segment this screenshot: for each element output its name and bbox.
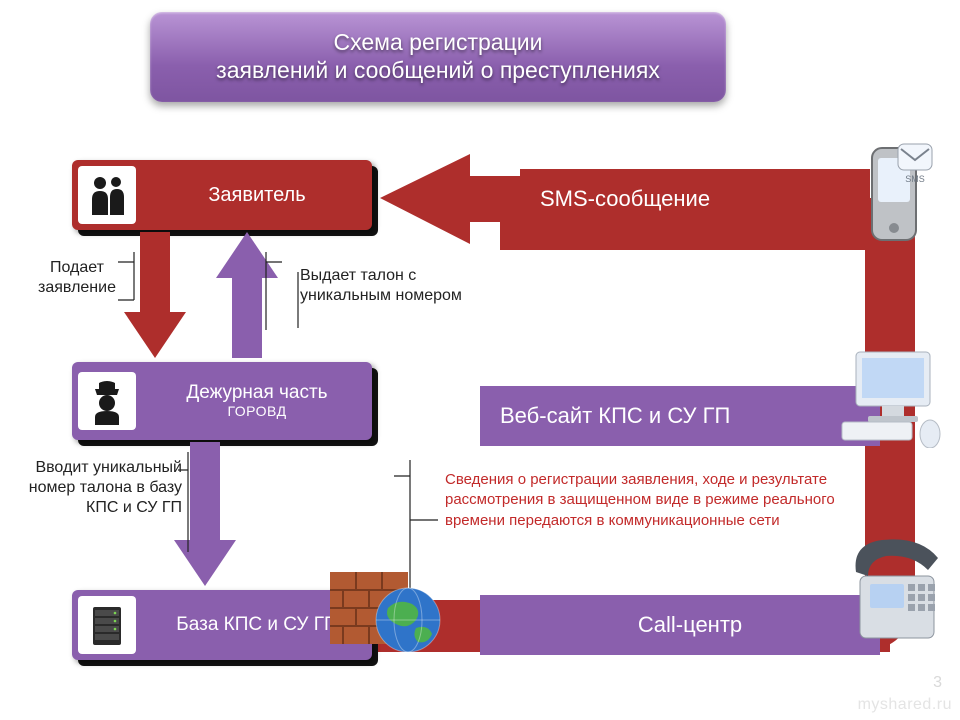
applicant-node: Заявитель bbox=[72, 160, 372, 230]
officer-icon bbox=[78, 372, 136, 430]
sms-bar: SMS-сообщение bbox=[520, 169, 870, 229]
title-banner: Схема регистрации заявлений и сообщений … bbox=[150, 12, 726, 102]
server-rack-icon bbox=[78, 596, 136, 654]
annot-enters-number: Вводит уникальный номер талона в базу КП… bbox=[22, 458, 182, 518]
duty-label-area: Дежурная часть ГОРОВД bbox=[142, 379, 372, 423]
globe-icon bbox=[368, 580, 448, 660]
sms-bar-label: SMS-сообщение bbox=[540, 186, 710, 212]
desktop-computer-icon bbox=[838, 348, 948, 448]
title-line-1: Схема регистрации bbox=[150, 29, 726, 57]
svg-text:SMS: SMS bbox=[905, 174, 925, 184]
desk-phone-icon bbox=[842, 530, 952, 660]
watermark: myshared.ru bbox=[858, 696, 952, 714]
duty-label-sub: ГОРОВД bbox=[150, 404, 364, 419]
website-bar: Веб-сайт КПС и СУ ГП bbox=[480, 386, 880, 446]
phone-sms-icon: SMS bbox=[858, 140, 938, 250]
annot-red-note: Сведения о регистрации заявления, ходе и… bbox=[445, 470, 845, 531]
two-people-icon bbox=[78, 166, 136, 224]
callcenter-bar-label: Call-центр bbox=[638, 612, 742, 638]
annot-issues-ticket: Выдает талон с уникальным номером bbox=[300, 266, 480, 306]
duty-node: Дежурная часть ГОРОВД bbox=[72, 362, 372, 440]
annot-submits: Подает заявление bbox=[22, 258, 132, 298]
title-line-2: заявлений и сообщений о преступлениях bbox=[150, 57, 726, 85]
page-number: 3 bbox=[933, 674, 942, 692]
website-bar-label: Веб-сайт КПС и СУ ГП bbox=[500, 403, 730, 429]
duty-label-main: Дежурная часть bbox=[150, 383, 364, 404]
callcenter-bar: Call-центр bbox=[480, 595, 880, 655]
applicant-label: Заявитель bbox=[142, 180, 372, 211]
